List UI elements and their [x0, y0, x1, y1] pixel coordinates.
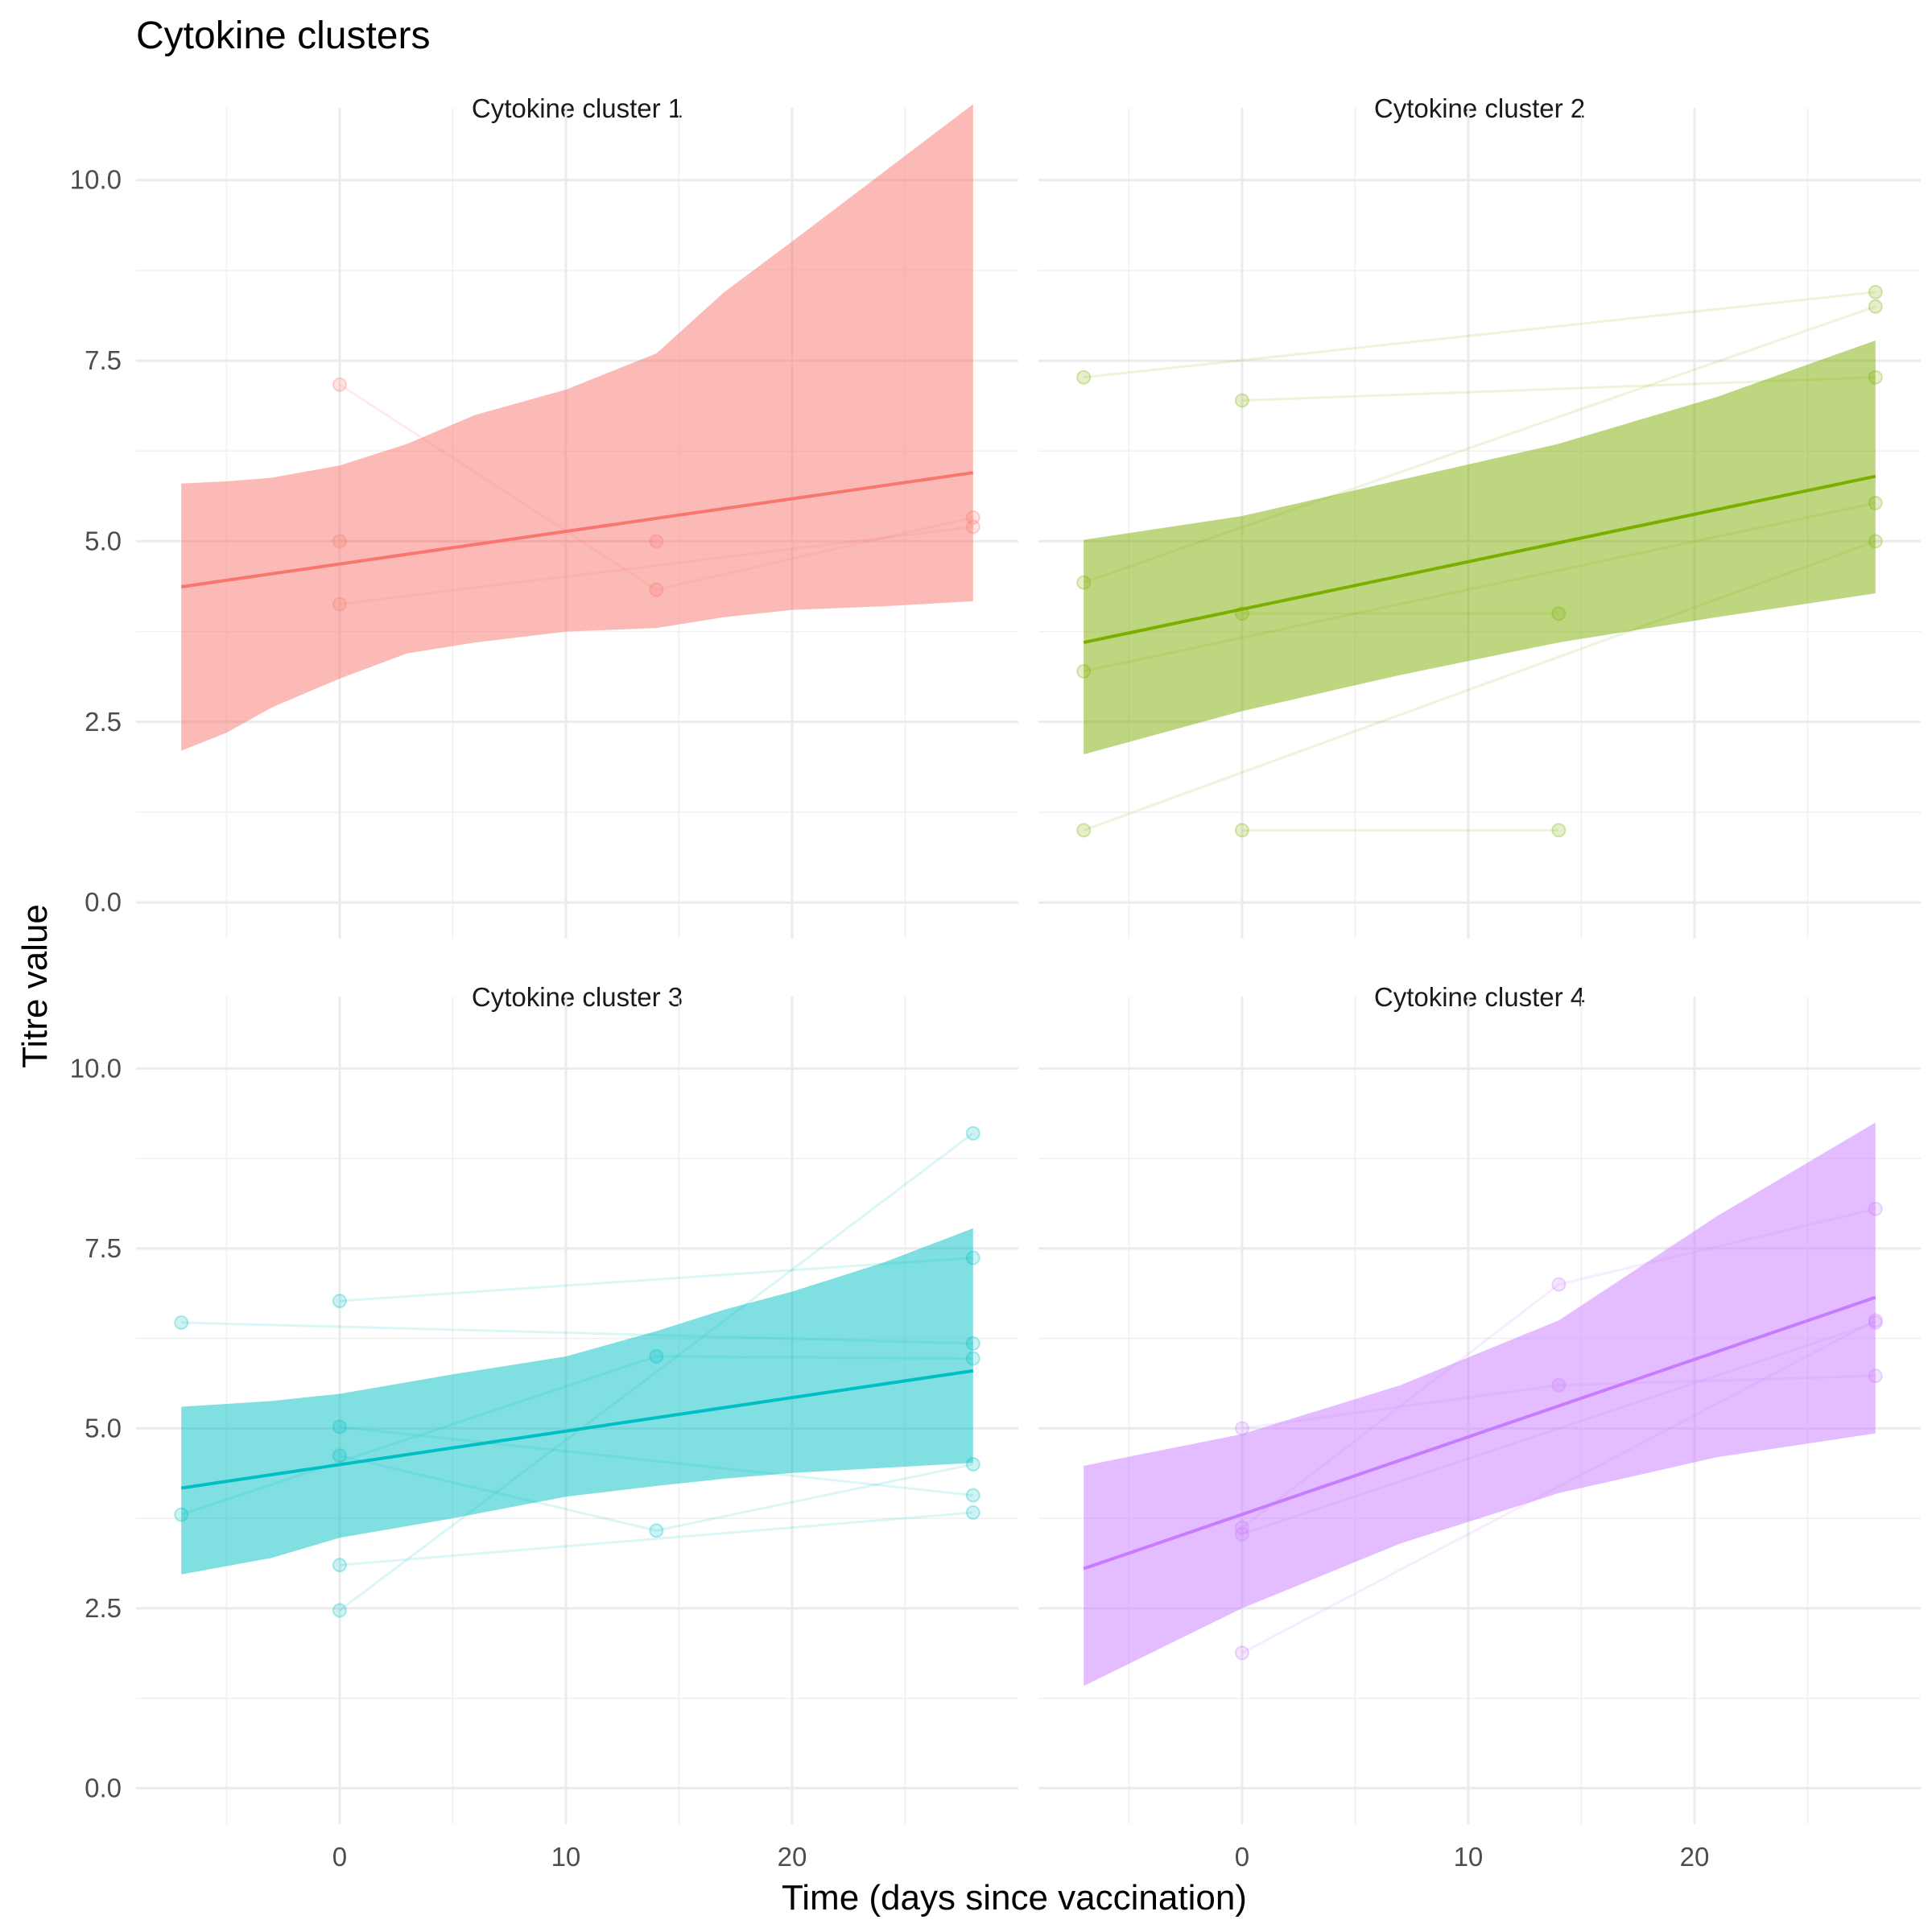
subject-point [1868, 495, 1883, 510]
confidence-ribbon [181, 104, 973, 751]
y-tick-label: 7.5 [85, 345, 122, 375]
subject-point [332, 1603, 347, 1618]
subject-point [649, 534, 664, 549]
subject-point [332, 1448, 347, 1463]
x-tick-label: 10 [1454, 1842, 1484, 1872]
facet-panel: Cytokine cluster 4 0 10 20 [1038, 982, 1921, 1872]
subject-point [965, 1125, 980, 1141]
subject-point [1868, 1315, 1883, 1330]
y-tick-label: 10.0 [70, 1053, 122, 1083]
subject-point [174, 1315, 189, 1330]
subject-point [1551, 823, 1567, 838]
fitted-trend-line [180, 1368, 974, 1490]
y-tick-label: 2.5 [85, 707, 122, 737]
subject-point [649, 582, 664, 597]
subject-point [332, 1558, 347, 1573]
fitted-trend-line [1083, 1295, 1876, 1571]
subject-point [1868, 369, 1883, 385]
y-tick-label: 0.0 [85, 887, 122, 917]
subject-point [965, 1335, 980, 1351]
facet-strip-label: Cytokine cluster 4 [1374, 982, 1585, 1012]
subject-point [1076, 663, 1092, 679]
y-axis-label: Titre value [15, 904, 55, 1068]
subject-point [1076, 823, 1092, 838]
confidence-ribbon [181, 1228, 973, 1575]
facet-panel: Cytokine cluster 1 0.0 2.5 5.0 7.5 10.0 [70, 93, 1018, 939]
confidence-ribbon [1084, 1122, 1876, 1686]
fitted-trend-line [1083, 474, 1876, 645]
subject-point [965, 519, 980, 535]
confidence-ribbon [1084, 340, 1876, 755]
facet-strip-label: Cytokine cluster 1 [472, 93, 683, 123]
subject-point [1076, 369, 1092, 385]
y-tick-label: 5.0 [85, 1413, 122, 1443]
panels-layer: Cytokine cluster 10.02.55.07.510.0Cytoki… [70, 93, 1921, 1872]
subject-trajectory-line [339, 1511, 973, 1567]
subject-point [965, 1351, 980, 1366]
x-tick-label: 0 [1235, 1842, 1249, 1872]
subject-point [1868, 1313, 1883, 1328]
x-tick-label: 20 [778, 1842, 807, 1872]
subject-point [965, 1505, 980, 1520]
x-tick-label: 20 [1680, 1842, 1710, 1872]
chart-title: Cytokine clusters [136, 14, 430, 57]
x-tick-label: 10 [551, 1842, 581, 1872]
subject-point [1234, 393, 1249, 408]
x-tick-label: 0 [332, 1842, 347, 1872]
subject-point [1234, 1526, 1249, 1542]
x-axis-label: Time (days since vaccination) [782, 1878, 1247, 1918]
subject-point [1234, 823, 1249, 838]
subject-point [965, 1457, 980, 1472]
y-tick-label: 7.5 [85, 1233, 122, 1263]
subject-point [1868, 1368, 1883, 1384]
y-tick-label: 2.5 [85, 1593, 122, 1623]
subject-point [965, 510, 980, 525]
subject-point [649, 1348, 664, 1364]
subject-point [965, 1488, 980, 1503]
facet-panel: Cytokine cluster 3 0.0 2.5 5.0 7.5 10.0 0 10 20 [70, 982, 1018, 1872]
subject-point [174, 1507, 189, 1522]
facet-strip-label: Cytokine cluster 3 [472, 982, 683, 1012]
subject-point [1868, 284, 1883, 299]
subject-trajectory-line [339, 1256, 973, 1302]
subject-point [1868, 299, 1883, 314]
subject-point [332, 597, 347, 612]
y-tick-label: 0.0 [85, 1773, 122, 1802]
facet-panel: Cytokine cluster 2 [1038, 93, 1921, 939]
subject-point [1551, 1377, 1567, 1393]
subject-point [1076, 575, 1092, 590]
subject-point [1551, 1277, 1567, 1292]
subject-point [332, 534, 347, 549]
subject-trajectory-line [1084, 291, 1876, 379]
subject-point [332, 1294, 347, 1309]
subject-point [1868, 534, 1883, 549]
subject-point [1551, 606, 1567, 621]
subject-point [1868, 1201, 1883, 1216]
subject-point [1234, 1645, 1249, 1661]
subject-point [1234, 1421, 1249, 1436]
y-tick-label: 5.0 [85, 526, 122, 555]
subject-point [332, 1419, 347, 1435]
subject-point [649, 1523, 664, 1538]
fitted-trend-line [180, 471, 974, 588]
y-tick-label: 10.0 [70, 165, 122, 195]
subject-point [332, 377, 347, 392]
subject-point [1234, 1520, 1249, 1535]
subject-point [965, 1250, 980, 1265]
facet-strip-label: Cytokine cluster 2 [1374, 93, 1585, 123]
